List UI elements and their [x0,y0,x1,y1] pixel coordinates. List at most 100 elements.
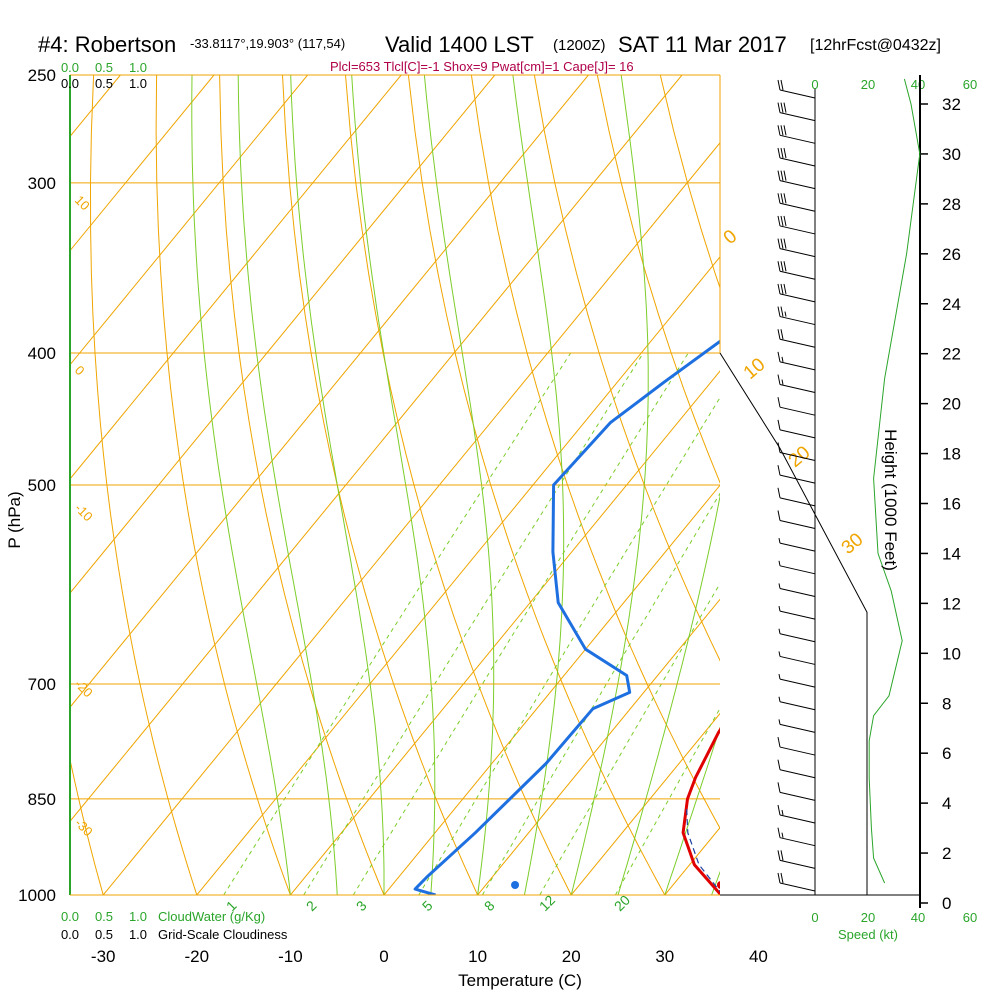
wind-barb-staff [779,406,816,416]
wind-barb [777,215,816,235]
isotherm-line [477,598,720,895]
dry-adiabat-line [533,75,720,662]
wind-barb [777,759,816,779]
dry-adiabat-line [89,75,198,895]
wind-barb-flag [777,329,781,340]
wind-barb [777,79,816,99]
isotherm-label: 0 [72,363,88,379]
wind-barb-staff [779,565,816,575]
dry-adiabat-line [470,75,720,830]
cloudwater-scale-top: 0.0 [61,60,79,75]
wind-barb [777,102,816,122]
forecast-run: [12hrFcst@0432z] [810,37,941,54]
wind-barb [777,374,816,394]
mixing-ratio-line [614,707,720,895]
mixing-ratio-label: 3 [353,897,370,914]
wind-barb [778,628,816,643]
height-tick-label: 20 [942,395,961,414]
wind-barb [777,170,816,190]
wind-barb-flag [783,215,787,227]
wind-barb [777,283,816,303]
moist-adiabat-line [237,75,338,895]
speed-label: Speed (kt) [838,927,898,942]
speed-scale-top: 60 [963,77,977,92]
wind-barb-flag [780,306,784,317]
wind-barb [777,147,816,167]
wind-barb-flag [783,261,787,272]
x-axis-label: Temperature (C) [458,971,582,990]
adiabat-label: 0 [720,226,742,249]
wind-barb-flag [777,261,781,272]
wind-barb-flag [777,306,781,317]
wind-barb-staff [779,157,816,167]
parcel-trace [685,805,720,893]
wind-panel: 0 20 40 600 20 40 6002468101214161820222426283… [719,75,977,925]
wind-barb [777,419,816,439]
isotherm-line [70,75,308,366]
cloudiness-scale-bottom: 1.0 [129,927,147,942]
y-axis-label: P (hPa) [5,491,24,548]
wind-barb-staff [779,180,816,190]
isotherm-line [0,75,27,895]
isobar-lines [70,74,720,896]
temperature-tick-label: -10 [278,947,303,966]
wind-barb-staff [779,134,816,144]
cloudwater-scale-top: 0.5 [95,60,113,75]
wind-barb-flag [777,193,781,204]
temperature-tick-label: 20 [562,947,581,966]
wind-barb [778,673,816,688]
wind-barb-flag [780,283,784,295]
wind-barb [777,193,816,212]
wind-barb-flag [777,283,781,295]
wind-barb-flag [777,736,781,748]
temperature-tick-label: 30 [655,947,674,966]
wind-barb-staff [779,542,816,552]
wind-barb-flag [777,125,781,136]
cloudiness-scale-top: 0.5 [95,76,113,91]
wind-barb-staff [779,225,816,235]
wind-barb-flag [777,374,781,385]
dry-adiabat-line [407,75,666,895]
temperature-tick-label: -20 [185,947,210,966]
cloudwater-scale-bottom: 1.0 [129,909,147,924]
wind-barb-half [778,560,781,566]
cloudiness-label: Grid-Scale Cloudiness [158,927,288,942]
wind-barb-staff [779,837,816,847]
height-axis-label: Height (1000 Feet) [881,429,900,571]
cloudwater-scale-top: 1.0 [129,60,147,75]
wind-barb-half [778,628,781,634]
wind-barb [777,850,816,869]
adiabat-label: 30 [838,529,868,559]
wind-barb-flag [777,782,781,793]
wind-barb-flag [783,102,787,113]
wind-barb-half [778,673,781,680]
wind-barb-flag [783,170,787,181]
wind-barb-flag [777,850,781,861]
surface-temperature-point [716,881,720,889]
wind-barb-flag [777,442,781,453]
pressure-tick-label: 500 [28,476,56,495]
wind-barb-half [778,538,781,544]
cloudwater-scale-bottom: 0.5 [95,909,113,924]
wind-barb-flag [777,79,781,91]
wind-barb [777,351,816,371]
wind-barb-staff [779,293,816,303]
mixing-ratio-line [539,582,720,895]
moist-adiabat-line [351,75,436,895]
isotherm-line [758,75,1000,895]
wind-barb-staff [779,474,816,484]
wind-barb-staff [779,769,816,779]
wind-barb-staff [779,587,816,597]
wind-barb [777,782,816,801]
wind-barb-staff [779,791,816,801]
wind-barb-flag [777,759,781,770]
cloudiness-scale-top: 0.0 [61,76,79,91]
wind-barb-flag [777,510,781,521]
wind-barb [778,696,816,711]
height-tick-label: 10 [942,644,961,663]
wind-barb [778,719,816,733]
isotherm-line [70,75,402,480]
wind-barb-staff [779,610,816,620]
